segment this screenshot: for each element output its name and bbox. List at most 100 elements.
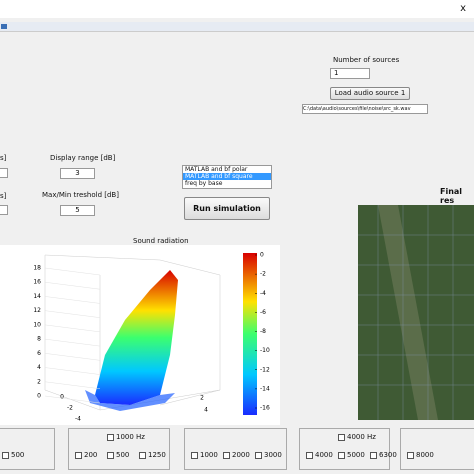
checkbox[interactable]	[255, 451, 262, 459]
option-panel: 1000 2000 3000	[184, 428, 287, 470]
x-tick-label: -4	[75, 416, 81, 423]
result-title: Final res	[440, 187, 463, 205]
option-item[interactable]: 6300	[370, 451, 397, 459]
checkbox[interactable]	[370, 451, 377, 459]
display-range-input[interactable]: 3	[60, 168, 95, 179]
option-panel: 8000	[400, 428, 474, 470]
checkbox-label: 1000 Hz	[116, 433, 145, 441]
list-item[interactable]: freq by base	[185, 180, 223, 187]
checkbox[interactable]	[107, 433, 114, 441]
checkbox-label: 4000 Hz	[347, 433, 376, 441]
plot-title: Sound radiation	[133, 237, 189, 245]
checkbox-label: 1000	[200, 451, 218, 459]
colorbar-tick-label: -10	[260, 347, 270, 354]
toolbar-icon	[1, 24, 7, 29]
colorbar-tick-label: -14	[260, 385, 270, 392]
colorbar-tick-label: -12	[260, 366, 270, 373]
threshold-label: Max/Min treshold [dB]	[42, 191, 119, 199]
colorbar-tick-label: -16	[260, 405, 270, 412]
colorbar-tick-label: -4	[260, 290, 266, 297]
option-item[interactable]: 500	[2, 451, 24, 459]
option-item[interactable]: 5000	[338, 451, 365, 459]
z-tick-label: 10	[33, 321, 41, 328]
checkbox[interactable]	[2, 451, 9, 459]
list-item[interactable]: MATLAB and bf square	[183, 173, 271, 180]
z-tick-label: 6	[37, 350, 41, 357]
checkbox-label: 500	[11, 451, 25, 459]
option-group[interactable]: 1000 Hz	[107, 433, 145, 441]
checkbox-label: 4000	[315, 451, 333, 459]
z-tick-label: 16	[33, 279, 41, 286]
grid-line	[44, 296, 101, 304]
grid-line	[44, 267, 101, 276]
checkbox[interactable]	[338, 451, 345, 459]
colorbar-tick-label: -2	[260, 271, 266, 278]
option-item[interactable]: 200	[75, 451, 97, 459]
close-button[interactable]: x	[460, 3, 466, 14]
title-bar	[0, 0, 474, 18]
cut-input[interactable]	[0, 205, 8, 215]
x-tick-label: -2	[67, 405, 73, 412]
checkbox-label: 5000	[347, 451, 365, 459]
cut-label: s]	[0, 154, 7, 162]
z-tick-label: 18	[33, 265, 41, 272]
checkbox[interactable]	[191, 451, 198, 459]
z-tick-label: 4	[37, 364, 41, 371]
option-item[interactable]: 3000	[255, 451, 282, 459]
colorbar-tick-label: 0	[260, 252, 264, 259]
cut-input[interactable]	[0, 168, 8, 178]
result-map	[358, 205, 474, 420]
cut-label: s]	[0, 192, 7, 200]
list-item[interactable]: MATLAB and bf polar	[185, 166, 248, 173]
checkbox[interactable]	[407, 451, 414, 459]
checkbox-label: 2000	[232, 451, 250, 459]
grid-line	[44, 324, 101, 333]
option-item[interactable]: 2000	[223, 451, 250, 459]
sources-dropdown[interactable]: 1	[330, 68, 370, 79]
grid-line	[44, 338, 101, 347]
option-item[interactable]: 1250	[139, 451, 166, 459]
colorbar-tick-label: -8	[260, 328, 266, 335]
grid-line	[44, 310, 101, 318]
option-panel: 4000 Hz 4000 5000 6300	[299, 428, 397, 470]
display-range-label: Display range [dB]	[50, 154, 116, 162]
load-button[interactable]: Load audio source 1	[330, 87, 410, 100]
file-path: C:\data\audio\sources\file\noise\src_sk.…	[302, 104, 428, 114]
toolbar	[0, 22, 474, 32]
grid-line	[44, 367, 101, 375]
checkbox[interactable]	[338, 433, 345, 441]
option-item[interactable]: 500	[107, 451, 129, 459]
grid-line	[44, 353, 101, 361]
colorbar-tick-label: -6	[260, 309, 266, 316]
z-tick-label: 2	[37, 378, 41, 385]
surface-base	[85, 390, 175, 411]
colorbar	[243, 253, 257, 415]
checkbox[interactable]	[223, 451, 230, 459]
option-item[interactable]: 4000	[306, 451, 333, 459]
surface	[95, 270, 178, 405]
run-button[interactable]: Run simulation	[184, 197, 270, 220]
z-tick-label: 0	[37, 393, 41, 400]
option-item[interactable]: 8000	[407, 451, 434, 459]
checkbox-label: 3000	[264, 451, 282, 459]
checkbox-label: 500	[116, 451, 130, 459]
option-group[interactable]: 4000 Hz	[338, 433, 376, 441]
option-panel: 500	[0, 428, 55, 470]
z-tick-label: 14	[33, 293, 41, 300]
checkbox[interactable]	[139, 451, 146, 459]
z-tick-label: 8	[37, 336, 41, 343]
grid-line	[44, 281, 101, 290]
method-list[interactable]: MATLAB and bf polar MATLAB and bf square f…	[182, 165, 272, 189]
checkbox[interactable]	[306, 451, 313, 459]
grid-line	[44, 395, 101, 404]
threshold-input[interactable]: 5	[60, 205, 95, 216]
sources-label: Number of sources	[333, 56, 400, 64]
z-tick-label: 12	[33, 307, 41, 314]
x-tick-label: 0	[60, 394, 64, 401]
checkbox[interactable]	[75, 451, 82, 459]
grid-line	[44, 381, 101, 390]
checkbox[interactable]	[107, 451, 114, 459]
option-item[interactable]: 1000	[191, 451, 218, 459]
